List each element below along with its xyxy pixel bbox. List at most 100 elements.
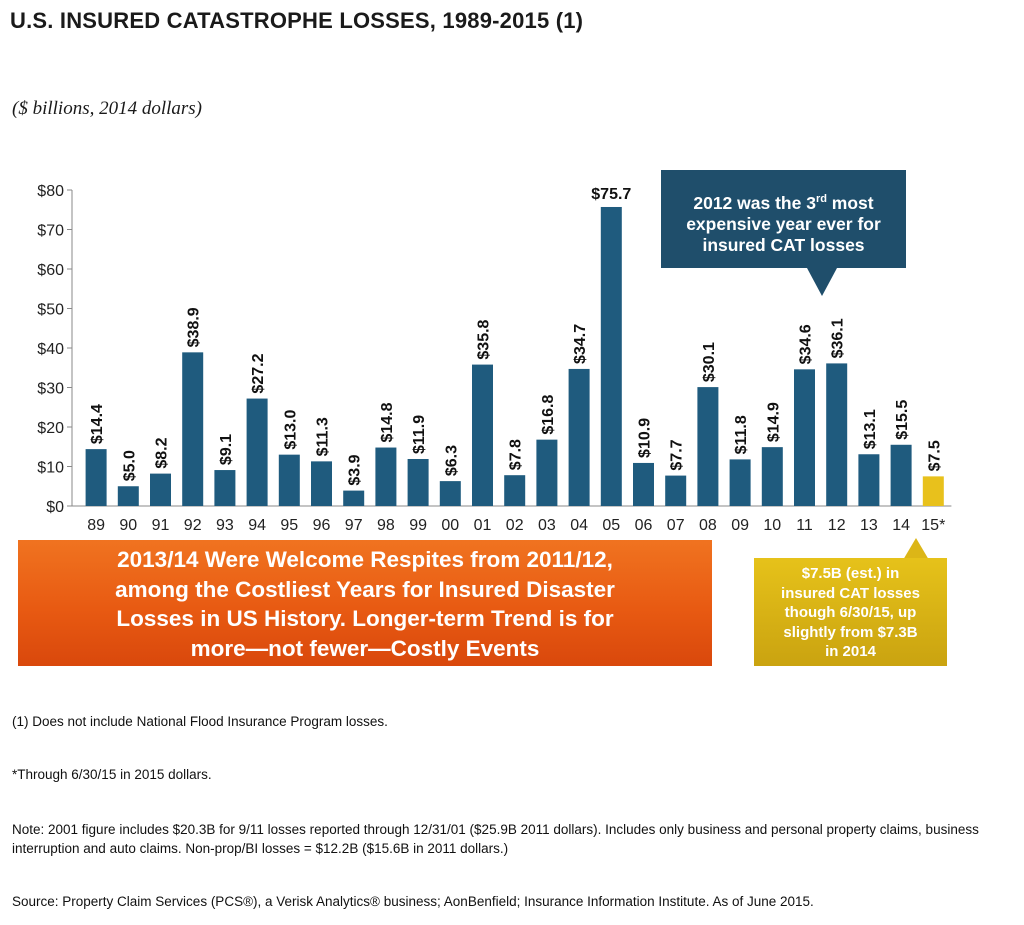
callout-2012-pointer: [807, 268, 837, 296]
data-label: $11.8: [733, 415, 750, 454]
callout-2012-line1b: most: [826, 192, 874, 213]
x-tick-label: 97: [345, 517, 363, 534]
callout-2012-line1a: 2012 was the 3: [693, 192, 816, 213]
banner-line1: 2013/14 Were Welcome Respites from 2011/…: [117, 547, 613, 572]
data-label: $7.5: [926, 440, 943, 471]
callout-2015-line4: slightly from $7.3B: [783, 623, 918, 641]
footnote-3: Note: 2001 figure includes $20.3B for 9/…: [12, 822, 979, 856]
callout-2012-line3: insured CAT losses: [702, 234, 865, 255]
bar-92: [182, 352, 204, 506]
data-label: $38.9: [186, 307, 203, 347]
callout-2012-sup: rd: [815, 193, 827, 205]
bar-94: [246, 398, 268, 506]
bar-10: [761, 447, 783, 506]
banner-line4: more—not fewer—Costly Events: [190, 635, 540, 661]
bar-97: [343, 490, 365, 506]
data-label: $14.8: [379, 402, 396, 442]
data-label: $13.1: [862, 409, 879, 449]
chart-subtitle: ($ billions, 2014 dollars): [12, 98, 203, 119]
source-note: Source: Property Claim Services (PCS®), …: [12, 894, 814, 909]
x-tick-label: 03: [538, 517, 556, 534]
data-label: $34.6: [798, 324, 815, 364]
bar-93: [214, 470, 236, 506]
bar-05: [600, 206, 622, 507]
data-label: $36.1: [830, 318, 847, 358]
x-tick-label: 89: [87, 517, 105, 534]
x-tick-label: 92: [184, 517, 202, 534]
data-label: $34.7: [572, 324, 589, 364]
banner-line2: among the Costliest Years for Insured Di…: [115, 576, 615, 602]
bar-00: [439, 481, 461, 506]
bar-95: [278, 454, 300, 506]
bar-07: [665, 475, 687, 506]
bar-14: [890, 444, 912, 506]
x-tick-label: 91: [152, 517, 170, 534]
bar-04: [568, 368, 590, 506]
bar-03: [536, 439, 558, 506]
data-label: $5.0: [121, 450, 138, 481]
data-label: $75.7: [591, 186, 631, 203]
data-label: $14.4: [89, 404, 106, 444]
data-label: $11.3: [315, 417, 332, 456]
y-tick-label: $50: [37, 302, 64, 319]
x-tick-label: 06: [635, 517, 653, 534]
bar-98: [375, 447, 397, 506]
x-tick-label: 13: [860, 517, 878, 534]
x-tick-label: 15*: [921, 517, 945, 534]
data-label: $3.9: [347, 454, 364, 485]
y-tick-label: $10: [37, 460, 64, 477]
data-label: $30.1: [701, 342, 718, 382]
x-tick-label: 05: [602, 517, 620, 534]
data-label: $11.9: [411, 415, 428, 454]
x-tick-label: 10: [763, 517, 781, 534]
callout-2015-line3: though 6/30/15, up: [784, 604, 917, 621]
y-tick-label: $30: [37, 381, 64, 398]
y-tick-label: $40: [37, 341, 64, 358]
x-tick-label: 98: [377, 517, 395, 534]
callout-2012-line2: expensive year ever for: [686, 213, 881, 234]
callout-2012: 2012 was the 3rd most expensive year eve…: [661, 170, 906, 268]
x-tick-label: 99: [409, 517, 427, 534]
footnote-2: *Through 6/30/15 in 2015 dollars.: [12, 767, 212, 782]
callout-2015-line2: insured CAT losses: [781, 584, 920, 602]
bar-06: [633, 462, 654, 506]
callout-2015-line1: $7.5B (est.) in: [801, 565, 900, 582]
y-tick-label: $0: [46, 499, 64, 516]
x-tick-label: 14: [892, 517, 910, 534]
data-label: $6.3: [443, 445, 460, 476]
x-tick-label: 12: [828, 517, 846, 534]
x-tick-label: 09: [731, 517, 749, 534]
x-tick-label: 07: [667, 517, 685, 534]
y-tick-label: $80: [37, 183, 64, 200]
bar-08: [697, 387, 719, 506]
x-tick-label: 94: [248, 517, 266, 534]
x-tick-label: 93: [216, 517, 234, 534]
page-title: U.S. INSURED CATASTROPHE LOSSES, 1989-20…: [10, 8, 584, 33]
bar-chart: $0 $10 $20 $30 $40 $50 $60 $70 $80 89 $14.4 90 $5.0 9…: [37, 183, 952, 534]
y-tick-label: $60: [37, 262, 64, 279]
bar-13: [858, 454, 880, 506]
bar-15*: [922, 476, 944, 506]
y-tick-label: $20: [37, 420, 64, 437]
data-label: $7.7: [669, 439, 686, 470]
x-tick-label: 01: [474, 517, 492, 534]
bar-12: [826, 363, 848, 506]
data-label: $27.2: [250, 353, 267, 393]
data-label: $35.8: [476, 319, 493, 359]
footnote-1: (1) Does not include National Flood Insu…: [12, 714, 388, 729]
bar-96: [311, 461, 332, 506]
data-label: $15.5: [894, 400, 911, 440]
data-label: $10.9: [637, 418, 654, 458]
bar-09: [729, 459, 751, 506]
bar-89: [85, 449, 107, 506]
data-label: $9.1: [218, 434, 235, 465]
y-tick-label: $70: [37, 223, 64, 240]
callout-2015-line5: in 2014: [825, 643, 876, 660]
x-tick-label: 90: [119, 517, 137, 534]
callout-2015: $7.5B (est.) in insured CAT losses thoug…: [754, 558, 947, 666]
data-label: $8.2: [154, 437, 171, 468]
data-label: $13.0: [282, 410, 299, 450]
bar-02: [504, 475, 526, 506]
x-tick-label: 96: [313, 517, 331, 534]
bar-90: [117, 486, 139, 506]
